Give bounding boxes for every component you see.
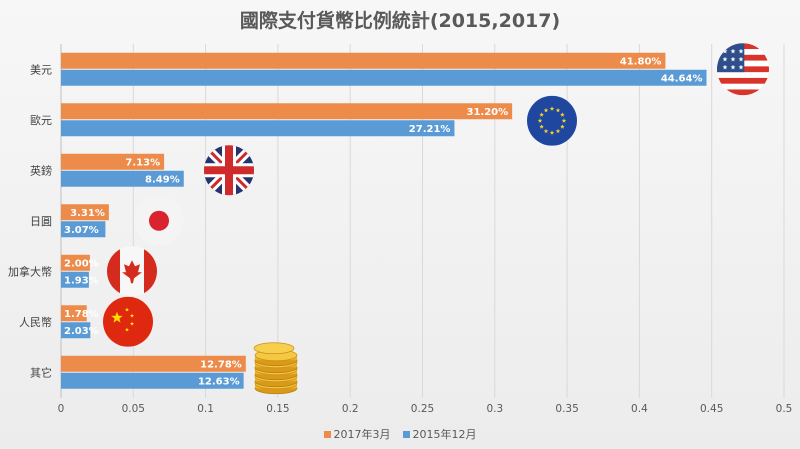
- bar-2015: [61, 322, 91, 339]
- data-label: 2.03%: [64, 326, 99, 337]
- category-label: 其它: [30, 365, 52, 379]
- bar-2017: [61, 153, 165, 170]
- legend-swatch-2017: [323, 430, 331, 438]
- legend-label-2015: 2015年12月: [412, 428, 477, 441]
- legend-swatch-2015: [402, 430, 410, 438]
- x-tick-label: 0.05: [122, 403, 145, 415]
- bar-2015: [61, 69, 707, 86]
- category-label: 人民幣: [19, 316, 52, 329]
- x-tick-label: 0.3: [486, 403, 503, 415]
- legend-item-2017: 2017年3月: [323, 426, 391, 442]
- data-label: 7.13%: [125, 157, 160, 168]
- japan-flag-icon: [134, 195, 184, 246]
- data-label: 2.00%: [64, 258, 99, 269]
- data-label: 27.21%: [409, 124, 451, 135]
- data-label: 31.20%: [466, 107, 508, 118]
- data-label: 1.93%: [64, 275, 99, 286]
- x-tick-label: 0.1: [197, 403, 214, 415]
- chart-title: 國際支付貨幣比例統計(2015,2017): [239, 10, 561, 32]
- x-tick-label: 0.15: [266, 403, 289, 415]
- category-label: 日圓: [30, 215, 52, 228]
- x-tick-label: 0.35: [555, 403, 578, 415]
- bar-2015: [61, 120, 455, 137]
- us-flag-icon: [717, 43, 769, 96]
- x-tick-label: 0: [58, 403, 65, 415]
- uk-flag-icon: [204, 145, 254, 196]
- category-label: 加拿大幣: [8, 264, 52, 278]
- bar-2015: [61, 221, 106, 238]
- legend: 2017年3月 2015年12月: [0, 426, 800, 442]
- data-label: 3.07%: [64, 225, 99, 236]
- bar-2017: [61, 305, 87, 322]
- eu-flag-icon: [527, 95, 577, 146]
- bar-2015: [61, 372, 244, 389]
- legend-item-2015: 2015年12月: [402, 426, 477, 442]
- canada-flag-icon: [107, 246, 157, 297]
- china-flag-icon: [103, 296, 153, 347]
- bar-2015: [61, 271, 89, 288]
- category-label: 美元: [30, 63, 52, 76]
- x-tick-label: 0.25: [411, 403, 434, 415]
- data-label: 1.78%: [64, 309, 99, 320]
- x-tick-label: 0.45: [700, 403, 723, 415]
- data-label: 41.80%: [620, 56, 662, 67]
- data-label: 44.64%: [661, 73, 703, 84]
- category-label: 英鎊: [30, 163, 52, 177]
- bar-2017: [61, 52, 666, 69]
- data-label: 12.78%: [200, 359, 242, 370]
- data-label: 8.49%: [145, 174, 180, 185]
- data-label: 3.31%: [70, 208, 105, 219]
- x-tick-label: 0.2: [342, 403, 359, 415]
- bar-2017: [61, 204, 109, 221]
- bar-2017: [61, 355, 246, 372]
- legend-label-2017: 2017年3月: [333, 428, 391, 441]
- bar-2017: [61, 103, 513, 120]
- coins-icon: [253, 342, 298, 395]
- category-label: 歐元: [30, 113, 52, 127]
- x-tick-label: 0.4: [631, 403, 648, 415]
- x-tick-label: 0.5: [776, 403, 793, 415]
- data-label: 12.63%: [198, 376, 240, 387]
- bar-2017: [61, 254, 90, 271]
- bar-2015: [61, 170, 184, 187]
